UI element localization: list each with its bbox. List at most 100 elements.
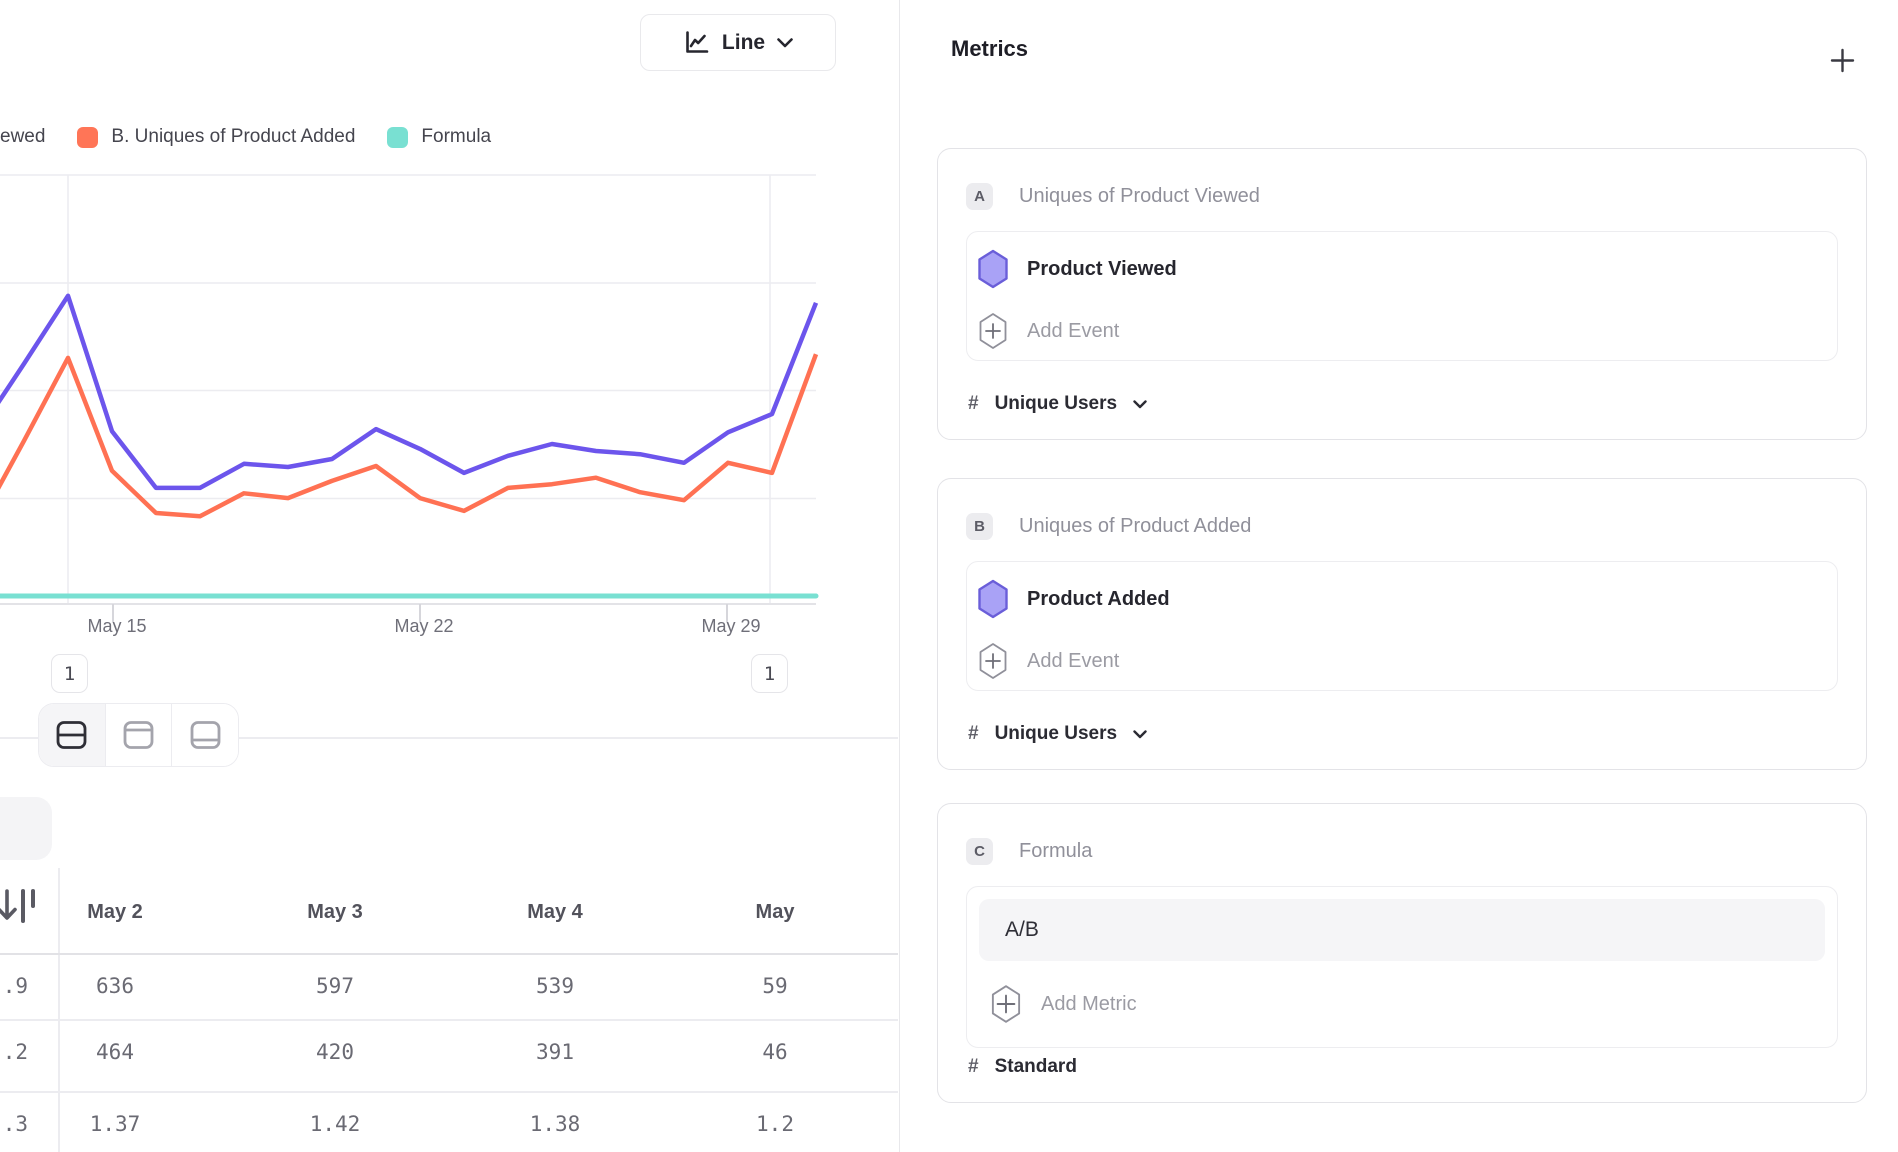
header-divider	[0, 953, 898, 955]
layout-split-icon	[56, 721, 87, 749]
row-divider	[0, 1019, 898, 1021]
table-cell: 1.2	[756, 1112, 794, 1136]
legend-label: B. Uniques of Product Added	[111, 126, 356, 147]
column-header[interactable]: May 3	[307, 901, 363, 923]
chevron-down-icon	[1133, 399, 1147, 408]
event-row[interactable]: Product Viewed	[977, 246, 1821, 292]
measure-label: Unique Users	[994, 393, 1118, 414]
measure-label: Unique Users	[994, 723, 1118, 744]
table-cell: 1.42	[309, 1112, 361, 1136]
chevron-down-icon	[1133, 729, 1147, 738]
series-line-b[interactable]	[0, 353, 819, 521]
metric-card-title: Uniques of Product Viewed	[1019, 184, 1260, 207]
view-toggle	[38, 703, 239, 767]
event-list: Product Added Add Event	[966, 561, 1838, 691]
event-name: Product Added	[1027, 587, 1170, 610]
chart-type-label: Line	[721, 30, 766, 54]
table-cell: 1.37	[89, 1112, 141, 1136]
legend-swatch-teal	[387, 126, 409, 148]
metrics-panel: Metrics A Uniques of Product Viewed Prod…	[899, 0, 1898, 1152]
layout-top-bar-icon	[123, 721, 154, 749]
metric-card-c: C Formula A/B Add Metric # Standard	[937, 803, 1867, 1103]
metrics-panel-title: Metrics	[951, 36, 1029, 61]
frozen-column-divider	[58, 868, 60, 1152]
row-label-fragment: .2	[2, 1040, 28, 1064]
row-label-fragment: .3	[2, 1112, 28, 1136]
metric-card-header: C Formula	[966, 837, 1838, 865]
row-divider	[0, 1091, 898, 1093]
measure-selector[interactable]: # Standard	[968, 1056, 1077, 1078]
metric-letter-badge: C	[966, 837, 993, 865]
table-cell: 420	[316, 1040, 354, 1064]
chart-legend: ewed B. Uniques of Product Added Formula	[0, 122, 491, 152]
chevron-down-icon	[777, 37, 793, 47]
formula-editor: A/B Add Metric	[966, 886, 1838, 1048]
hexagon-icon	[978, 579, 1008, 619]
add-event-label: Add Event	[1027, 319, 1120, 342]
table-cell: 1.38	[529, 1112, 581, 1136]
sort-button[interactable]	[0, 884, 40, 935]
measure-selector[interactable]: # Unique Users	[968, 723, 1147, 745]
table-cell: 391	[536, 1040, 574, 1064]
section-divider	[0, 737, 898, 739]
add-metric-row[interactable]: Add Metric	[979, 975, 1825, 1033]
metric-card-title: Uniques of Product Added	[1019, 514, 1252, 537]
table-cell: 597	[316, 974, 354, 998]
table-cell: 464	[96, 1040, 134, 1064]
column-header[interactable]: May	[755, 901, 795, 923]
legend-item-formula[interactable]: Formula	[387, 126, 491, 148]
series-line-a[interactable]	[0, 293, 819, 491]
legend-item-b[interactable]: B. Uniques of Product Added	[77, 126, 355, 148]
plus-icon	[1830, 48, 1854, 72]
formula-input[interactable]: A/B	[979, 899, 1825, 961]
x-tick-label: May 22	[394, 616, 454, 636]
table-cell: 636	[96, 974, 134, 998]
table-cell: 539	[536, 974, 574, 998]
add-event-row[interactable]: Add Event	[977, 308, 1821, 354]
metric-card-a: A Uniques of Product Viewed Product View…	[937, 148, 1867, 440]
hexagon-icon	[978, 249, 1008, 289]
chart-type-button[interactable]: Line	[640, 14, 836, 71]
x-tick-label: May 15	[87, 616, 147, 636]
annotation-badge[interactable]: 1	[51, 654, 88, 693]
measure-type-icon: #	[968, 1056, 979, 1077]
legend-label: ewed	[0, 126, 46, 147]
metric-letter-badge: A	[966, 182, 993, 210]
event-list: Product Viewed Add Event	[966, 231, 1838, 361]
view-toggle-chart-only[interactable]	[104, 704, 172, 766]
table-corner-chip	[0, 797, 52, 860]
add-metric-button[interactable]	[1828, 46, 1856, 74]
legend-swatch-coral	[77, 126, 99, 148]
measure-type-icon: #	[968, 393, 979, 414]
hexagon-plus-icon	[979, 643, 1007, 679]
metric-letter-badge: B	[966, 512, 993, 540]
annotation-badge[interactable]: 1	[751, 654, 788, 693]
add-event-label: Add Event	[1027, 649, 1120, 672]
view-toggle-split[interactable]	[39, 704, 105, 766]
hexagon-plus-icon	[979, 313, 1007, 349]
column-header[interactable]: May 4	[527, 901, 583, 923]
line-chart-icon	[686, 31, 709, 53]
layout-bottom-bar-icon	[190, 721, 221, 749]
row-label-fragment: .9	[2, 974, 28, 998]
legend-label: Formula	[421, 126, 492, 147]
add-metric-label: Add Metric	[1041, 992, 1137, 1015]
legend-item-a[interactable]: ewed	[0, 126, 45, 148]
metric-card-header: B Uniques of Product Added	[966, 512, 1838, 540]
event-row[interactable]: Product Added	[977, 576, 1821, 622]
column-header[interactable]: May 2	[87, 901, 143, 923]
data-table: May 2 May 3 May 4 May .9 636 597 539 59 .2 464 420 3…	[0, 860, 898, 1152]
measure-label: Standard	[994, 1056, 1077, 1077]
view-toggle-table-only[interactable]	[171, 704, 238, 766]
hexagon-plus-icon	[991, 985, 1021, 1023]
sort-descending-icon	[0, 889, 35, 923]
table-cell: 46	[762, 1040, 788, 1064]
metric-card-header: A Uniques of Product Viewed	[966, 182, 1838, 210]
x-tick-label: May 29	[701, 616, 761, 636]
line-chart[interactable]	[0, 140, 898, 705]
metric-card-title: Formula	[1019, 839, 1093, 862]
add-event-row[interactable]: Add Event	[977, 638, 1821, 684]
measure-selector[interactable]: # Unique Users	[968, 393, 1147, 415]
metric-card-b: B Uniques of Product Added Product Added…	[937, 478, 1867, 770]
